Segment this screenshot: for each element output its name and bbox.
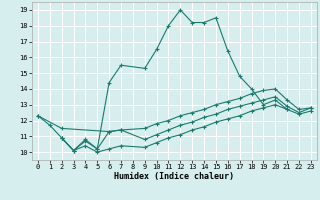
X-axis label: Humidex (Indice chaleur): Humidex (Indice chaleur) [115, 172, 234, 181]
